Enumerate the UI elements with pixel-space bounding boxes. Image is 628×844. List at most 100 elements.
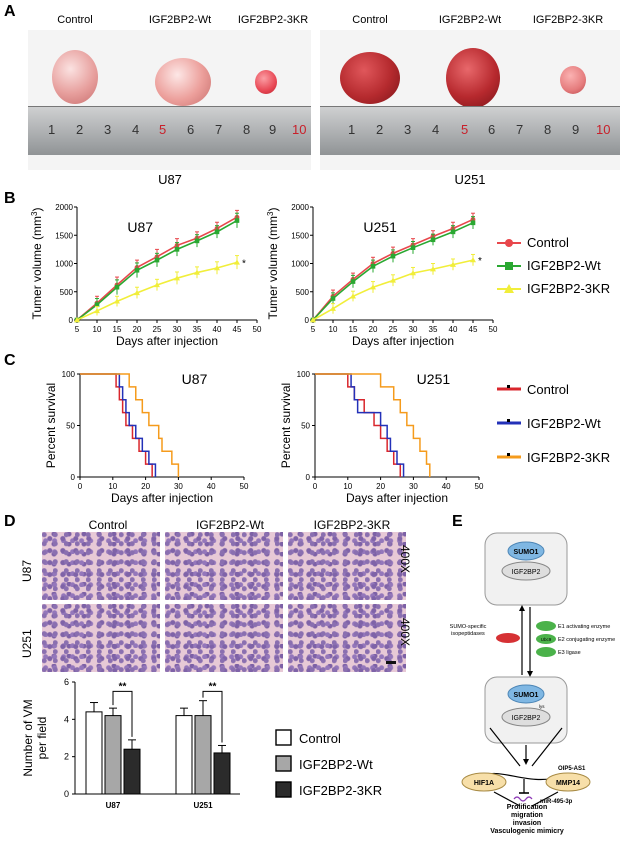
significance-label: ** [119, 681, 127, 692]
e1-ellipse [536, 621, 556, 631]
igf2bp2-ellipse-bottom [501, 707, 551, 727]
tumor-u251-control [340, 52, 400, 104]
data-point [470, 220, 476, 226]
y-tick-label: 50 [301, 422, 310, 431]
e2-ellipse [536, 634, 556, 644]
ruler-u251-num-4: 4 [432, 122, 440, 137]
data-point [234, 218, 240, 223]
y-tick-label: 4 [64, 714, 69, 724]
legend-label: IGF2BP2-Wt [527, 258, 601, 273]
legend-marker [505, 239, 513, 247]
e3-label: E3 ligase [558, 650, 581, 656]
data-point [310, 317, 316, 323]
igf2bp2-ellipse-top [501, 561, 551, 581]
photo-u251-label-control: Control [352, 14, 388, 26]
legend-label: IGF2BP2-Wt [299, 757, 373, 772]
y-tick-label: 0 [71, 473, 76, 482]
chart-title: U251 [417, 371, 451, 387]
legend-label: IGF2BP2-3KR [527, 281, 610, 296]
outcome-2: migration [511, 812, 543, 819]
data-point [350, 279, 356, 284]
x-tick-label: 50 [253, 325, 262, 334]
data-point [430, 266, 436, 272]
legend-label: Control [527, 235, 569, 250]
category-label: U87 [106, 801, 121, 810]
panel-label-b: B [4, 190, 16, 207]
histo-row-u251: U251 [20, 629, 34, 658]
data-point [194, 269, 200, 275]
magnification-label-u87: 400X [398, 545, 412, 574]
tumor-u251-3kr [560, 66, 586, 94]
series-line [312, 259, 474, 321]
y-tick-label: 1500 [55, 231, 73, 240]
photo-u87-label-wt: IGF2BP2-Wt [148, 14, 212, 26]
tumor-u87-control [52, 50, 98, 104]
series-line [76, 261, 238, 321]
ruler-u87-num-9: 9 [269, 122, 277, 137]
legend-marker [505, 262, 513, 270]
histo-col-control: Control [88, 518, 128, 532]
bar [104, 715, 122, 795]
data-point [134, 267, 140, 273]
x-tick-label: 0 [78, 482, 83, 491]
y-tick-label: 2000 [55, 203, 73, 212]
data-point [94, 307, 100, 314]
data-point [174, 275, 180, 281]
y-tick-label: 2 [64, 752, 69, 762]
tumor-u251-wt [446, 48, 500, 108]
bar [85, 711, 103, 795]
legend-label: IGF2BP2-3KR [527, 450, 610, 465]
arrow-down-head [527, 671, 533, 677]
tumor-u87-wt [155, 58, 211, 106]
y-axis-label-1: Number of VM [21, 699, 35, 776]
sumo1-ellipse-top [507, 541, 545, 561]
y-tick-label: 0 [306, 473, 311, 482]
hif1a-ellipse [461, 772, 507, 792]
panel-label-d: D [4, 513, 16, 530]
tumor-chart-u87: 0 500 1000 1500 2000 5 10 15 20 25 30 35 40 45 50 U87 Da… [30, 203, 262, 348]
y-tick-label: 100 [297, 370, 311, 379]
tumor-chart-u251: 0 500 1000 1500 2000 5 10 15 20 25 30 35 40 45 50 U251 D… [266, 203, 498, 348]
ruler-u87: 1 2 3 4 5 6 7 8 9 10 [28, 106, 311, 155]
survival-chart-u87: 0 50 100 0 10 20 30 40 50 U87 Days after injection… [44, 370, 249, 505]
x-tick-label: 30 [173, 325, 182, 334]
histology-u251-control [42, 604, 160, 672]
ruler-u251-num-1: 1 [348, 122, 356, 137]
outcome-4: Vasculogenic mimicry [490, 828, 564, 835]
series-line [76, 219, 238, 321]
data-point [410, 245, 416, 250]
x-tick-label: 5 [311, 325, 316, 334]
e3-ellipse [536, 647, 556, 657]
y-tick-label: 0 [305, 316, 310, 325]
mmp14-to-outcome [531, 791, 559, 807]
data-point [350, 293, 356, 299]
survival-chart-u251: 0 50 100 0 10 20 30 40 50 U251 Days after injectio… [279, 370, 484, 505]
ruler-u251-num-5: 5 [461, 122, 469, 137]
y-tick-label: 2000 [291, 203, 309, 212]
x-tick-label: 30 [409, 482, 418, 491]
panel-label-a: A [4, 3, 16, 20]
x-tick-label: 10 [343, 482, 352, 491]
ruler-u87-num-7: 7 [215, 122, 223, 137]
bar [194, 715, 212, 795]
x-tick-label: 25 [389, 325, 398, 334]
tumor-u87-3kr [255, 70, 277, 94]
data-point [114, 284, 120, 290]
ruler-u87-num-8: 8 [243, 122, 251, 137]
ruler-u87-num-1: 1 [48, 122, 56, 137]
y-tick-label: 50 [66, 422, 75, 431]
x-tick-label: 5 [75, 325, 80, 334]
legend-marker [507, 419, 510, 422]
bar [213, 752, 231, 795]
y-axis-label: Tumer volume (mm3) [266, 207, 281, 319]
x-axis-label: Days after injection [111, 491, 213, 505]
x-tick-label: 50 [475, 482, 484, 491]
ubc9-label: Ubc9 [541, 637, 552, 642]
significance-bracket [112, 690, 133, 737]
x-tick-label: 15 [349, 325, 358, 334]
x-tick-label: 10 [93, 325, 102, 334]
arrow-to-oip5-head [523, 759, 529, 765]
histology-u251-3kr [288, 604, 406, 672]
significance-star: * [478, 256, 482, 267]
